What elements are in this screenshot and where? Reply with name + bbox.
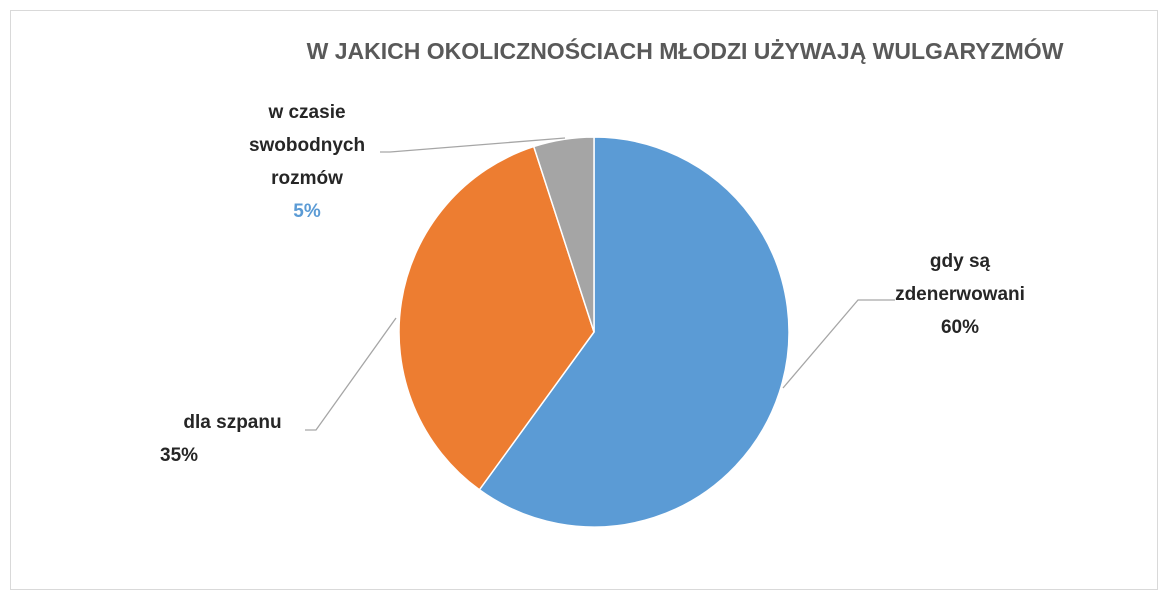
label-value: 35%: [160, 445, 199, 466]
chart-title: W JAKICH OKOLICZNOŚCIACH MŁODZI UŻYWAJĄ …: [306, 38, 1064, 64]
label-category: gdy są zdenerwowani: [895, 251, 1025, 305]
label-value: 60%: [940, 317, 980, 338]
leader-line: [305, 317, 397, 431]
data-label: dla szpanu 35%: [160, 406, 305, 472]
leader-line: [380, 137, 566, 153]
pie-slice: [478, 136, 790, 528]
label-category: w czasie swobodnych rozmów: [248, 102, 366, 189]
leader-line: [782, 299, 895, 389]
data-label: gdy są zdenerwowani 60%: [885, 245, 1035, 344]
pie: [398, 136, 790, 528]
pie-slice: [532, 136, 595, 333]
data-label: w czasie swobodnych rozmów 5%: [232, 96, 382, 228]
label-category: dla szpanu: [183, 412, 282, 433]
pie-slice: [398, 145, 595, 491]
label-value: 5%: [293, 201, 321, 222]
